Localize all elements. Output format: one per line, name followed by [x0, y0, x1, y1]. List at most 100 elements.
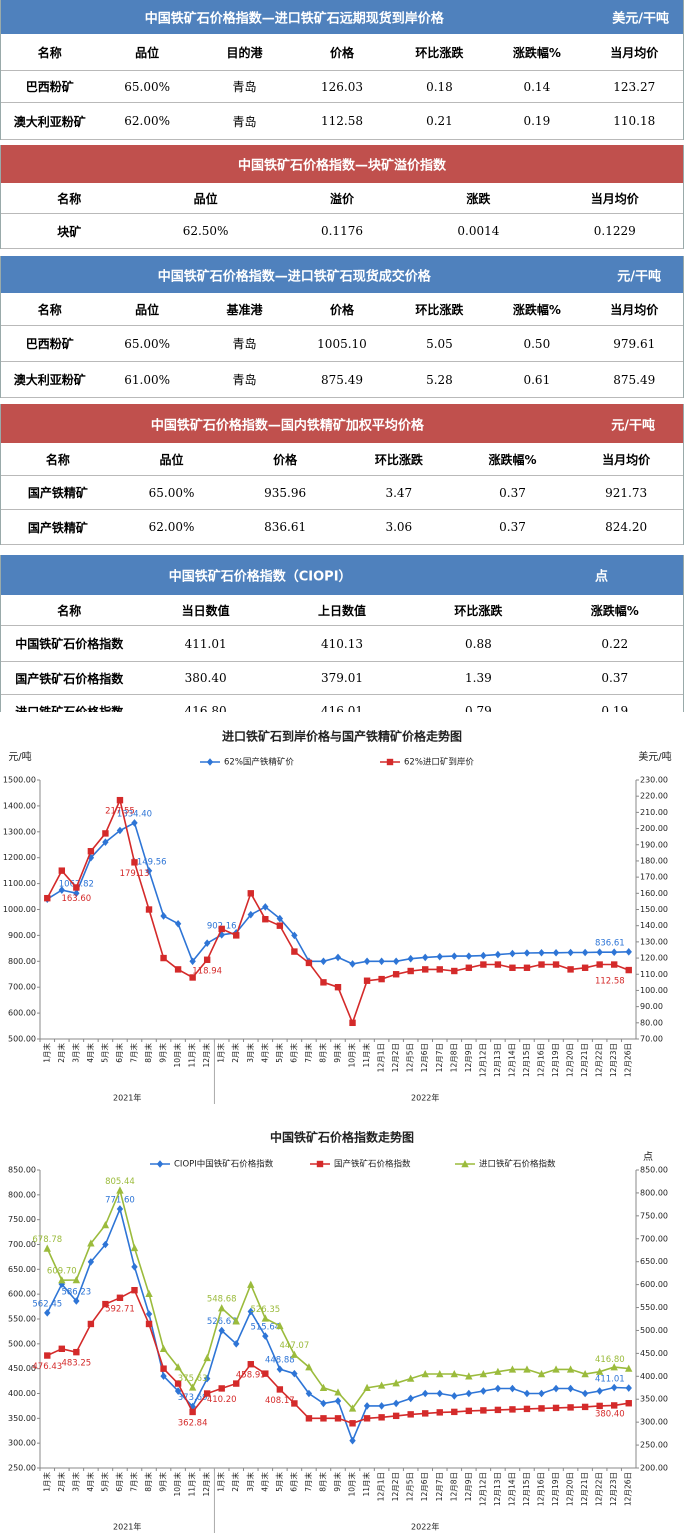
data-point: [131, 859, 138, 866]
cell: 青岛: [232, 80, 257, 94]
column-header: 涨跌幅%: [488, 452, 537, 467]
x-tick-label: 12月5日: [406, 1043, 415, 1072]
y-tick-label: 1000.00: [3, 905, 36, 914]
data-point: [233, 932, 240, 939]
data-point: [378, 957, 385, 966]
data-point: [262, 1370, 269, 1377]
data-point: [102, 838, 109, 846]
y-tick-label: 1400.00: [3, 801, 36, 810]
x-tick-label: 1月末: [216, 1043, 226, 1063]
x-tick-label: 3月末: [245, 1472, 255, 1492]
cell: 5.05: [426, 336, 453, 351]
data-point: [174, 1380, 182, 1387]
table-row: 块矿 62.50% 0.1176 0.0014 0.1229: [1, 214, 683, 249]
data-point: [145, 1289, 153, 1297]
data-label: 1149.56: [131, 857, 166, 867]
cell: 875.49: [613, 372, 656, 387]
data-point: [320, 979, 327, 986]
x-tick-label: 12月19日: [551, 1043, 560, 1077]
column-header: 名称: [37, 45, 62, 60]
x-tick-label: 10月末: [172, 1043, 182, 1068]
cell: 0.0014: [457, 224, 500, 238]
cell: 935.96: [264, 485, 307, 500]
table-row: 国产铁精矿 65.00% 935.96 3.47 0.37 921.73: [1, 476, 683, 510]
data-point: [509, 1406, 516, 1413]
x-tick-label: 7月末: [303, 1472, 313, 1492]
x-tick-label: 7月末: [128, 1472, 138, 1492]
table-header: 中国铁矿石价格指数—块矿溢价指数: [1, 145, 683, 183]
x-tick-label: 12月21日: [580, 1043, 589, 1077]
x-group-label: 2021年: [113, 1093, 141, 1103]
x-tick-label: 10月末: [347, 1043, 357, 1068]
y2-tick-label: 850.00: [640, 1166, 668, 1175]
cell: 0.37: [499, 485, 526, 500]
data-point: [537, 1370, 546, 1378]
x-tick-label: 12月13日: [493, 1472, 502, 1506]
data-point: [73, 1348, 80, 1356]
data-point: [218, 931, 225, 939]
cell: 青岛: [232, 373, 257, 387]
x-group-label: 2022年: [411, 1093, 439, 1103]
row-name: 澳大利亚粉矿: [13, 373, 86, 387]
cell: 0.50: [523, 336, 551, 351]
data-label: 476.43: [32, 1362, 62, 1372]
legend-label: 62%进口矿到岸价: [404, 757, 474, 768]
x-tick-label: 6月末: [288, 1043, 298, 1063]
data-point: [291, 1369, 298, 1378]
data-point: [538, 948, 545, 957]
x-tick-label: 12月26日: [624, 1043, 633, 1077]
data-point: [116, 1294, 124, 1301]
data-label: 112.58: [595, 977, 625, 987]
x-tick-label: 12月20日: [566, 1043, 575, 1077]
x-tick-label: 12月8日: [449, 1043, 458, 1072]
y2-tick-label: 140.00: [640, 921, 668, 930]
data-point: [174, 1363, 182, 1371]
y2-tick-label: 700.00: [640, 1234, 668, 1243]
data-label: 771.60: [105, 1195, 135, 1205]
data-point: [44, 1352, 51, 1359]
table-header: 中国铁矿石价格指数—国内铁精矿加权平均价格 元/干吨: [1, 404, 683, 443]
data-point: [160, 1365, 167, 1372]
data-point: [436, 966, 443, 973]
y-axis-label: 元/吨: [8, 750, 31, 763]
data-point: [480, 1387, 487, 1395]
data-point: [203, 939, 211, 947]
x-tick-label: 4月末: [259, 1472, 269, 1492]
data-point: [291, 1400, 298, 1407]
data-point: [305, 1389, 313, 1398]
cell: 0.19: [523, 114, 551, 128]
column-header: 涨跌幅%: [512, 45, 561, 60]
cell: 123.27: [613, 79, 656, 94]
data-point: [73, 1297, 80, 1305]
row-name: 巴西粉矿: [25, 337, 74, 351]
x-tick-label: 11月末: [361, 1043, 371, 1068]
data-point: [320, 957, 327, 966]
column-header: 环比涨跌: [415, 45, 464, 60]
cell: 61.00%: [124, 372, 171, 387]
cell: 979.61: [613, 336, 656, 351]
data-point: [247, 890, 254, 897]
x-tick-label: 9月末: [332, 1043, 342, 1063]
x-tick-label: 12月21日: [580, 1472, 589, 1506]
data-point: [610, 1383, 618, 1392]
data-point: [567, 948, 574, 957]
data-point: [334, 984, 342, 991]
data-label: 163.60: [61, 894, 91, 904]
data-point: [596, 948, 603, 957]
cell: 836.61: [264, 520, 307, 534]
x-tick-label: 12月7日: [435, 1043, 444, 1072]
x-tick-label: 9月末: [158, 1043, 168, 1063]
legend-label: 进口铁矿石价格指数: [479, 1159, 556, 1170]
data-point: [479, 1370, 488, 1378]
cell: 65.00%: [124, 336, 171, 351]
data-point: [320, 1399, 327, 1408]
y-tick-label: 500.00: [8, 1035, 36, 1044]
cell: 62.00%: [124, 114, 171, 128]
data-point: [145, 1310, 153, 1318]
data-point: [567, 966, 574, 973]
column-header: 环比涨跌: [415, 302, 464, 317]
x-tick-label: 12月19日: [551, 1472, 560, 1506]
data-point: [595, 1367, 604, 1375]
table-row: 巴西粉矿 65.00% 青岛 126.03 0.18 0.14 123.27: [1, 71, 683, 103]
table-unit: 元/干吨: [617, 269, 661, 284]
